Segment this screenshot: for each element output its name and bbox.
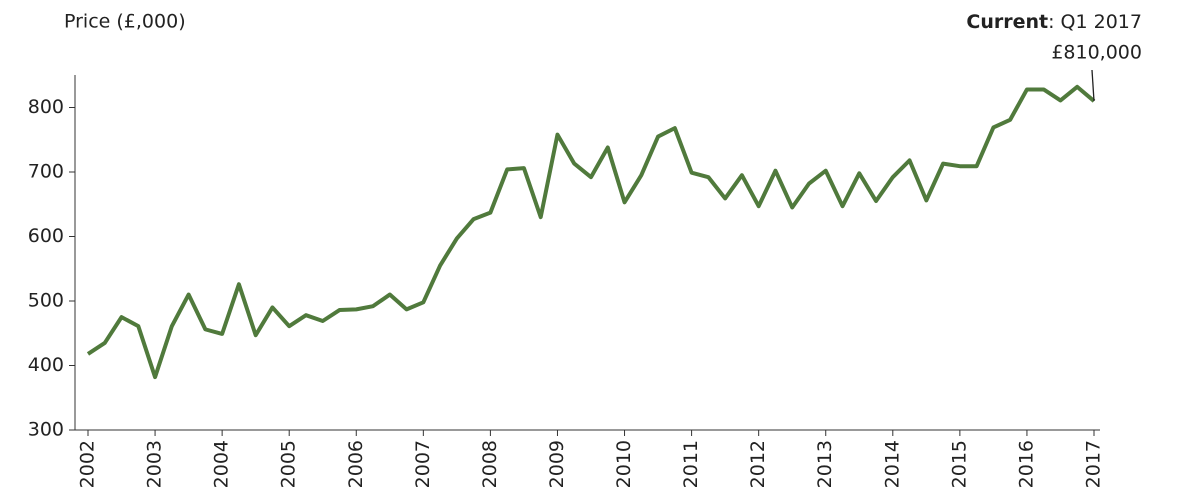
x-tick-label: 2013 <box>814 440 836 488</box>
x-tick-label: 2010 <box>613 440 635 488</box>
line-series <box>86 84 1096 380</box>
x-tick-label: 2012 <box>747 440 769 488</box>
annotation: Current: Q1 2017 <box>966 11 1142 33</box>
x-tick-label: 2011 <box>680 440 702 488</box>
y-axis-title: Price (£,000) <box>64 11 186 33</box>
annotation-leader <box>1091 69 1095 102</box>
x-tick-label: 2008 <box>479 440 501 488</box>
x-tick-label: 2017 <box>1083 440 1105 488</box>
x-tick-label: 2006 <box>345 440 367 488</box>
annotation-text: : Q1 2017 <box>1048 11 1142 33</box>
y-tick-label: 500 <box>28 290 64 312</box>
x-tick-label: 2002 <box>77 440 99 488</box>
y-tick-label: 400 <box>28 354 64 376</box>
x-tick-label: 2014 <box>881 440 903 488</box>
annotation-bold: Current <box>966 11 1048 33</box>
y-tick-label: 300 <box>28 419 64 441</box>
x-tick-label: 2015 <box>948 440 970 488</box>
x-tick-label: 2016 <box>1015 440 1037 488</box>
annotation-value: £810,000 <box>1051 42 1142 64</box>
x-tick-label: 2005 <box>278 440 300 488</box>
x-tick-label: 2003 <box>144 440 166 488</box>
y-tick-label: 800 <box>28 96 64 118</box>
y-tick-label: 700 <box>28 161 64 183</box>
x-tick-label: 2007 <box>412 440 434 488</box>
y-tick-label: 600 <box>28 225 64 247</box>
x-tick-label: 2009 <box>546 440 568 488</box>
x-tick-label: 2004 <box>211 440 233 488</box>
